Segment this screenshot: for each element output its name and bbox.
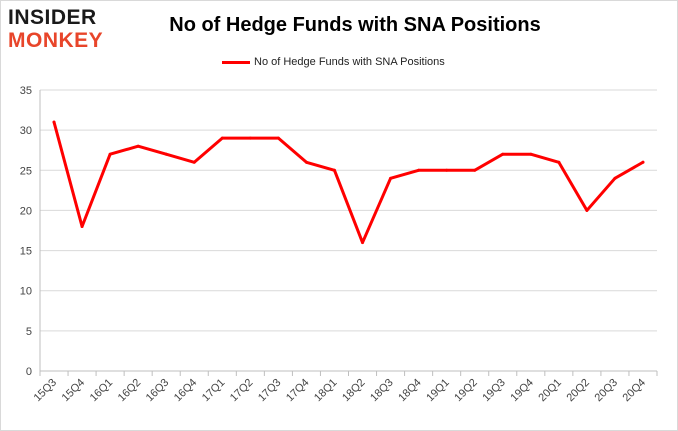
data-point (332, 168, 336, 172)
x-tick-label: 18Q4 (396, 377, 424, 405)
data-point (248, 136, 252, 140)
legend-swatch (222, 60, 250, 64)
x-tick-label: 17Q4 (284, 377, 312, 405)
y-tick-label: 35 (20, 85, 32, 97)
data-point (276, 136, 280, 140)
y-tick-label: 10 (20, 286, 32, 298)
data-point (473, 168, 477, 172)
axes (39, 90, 658, 376)
data-point (501, 152, 505, 156)
x-tick-label: 16Q2 (116, 377, 144, 405)
logo-text-line2: MONKEY (8, 29, 104, 52)
x-tick-label: 17Q2 (228, 377, 256, 405)
data-point (164, 152, 168, 156)
x-tick-label: 20Q1 (536, 377, 564, 405)
x-tick-label: 16Q1 (88, 377, 116, 405)
x-tick-label: 19Q3 (480, 377, 508, 405)
x-tick-label: 18Q3 (368, 377, 396, 405)
x-tick-label: 18Q1 (312, 377, 340, 405)
chart-legend: No of Hedge Funds with SNA Positions (222, 54, 445, 70)
x-tick-label: 19Q2 (452, 377, 480, 405)
x-tick-label: 18Q2 (340, 377, 368, 405)
gridlines (40, 89, 657, 332)
x-tick-label: 20Q2 (564, 377, 592, 405)
x-tick-label: 20Q4 (621, 377, 649, 405)
y-tick-label: 15 (20, 246, 32, 258)
data-point (361, 241, 365, 245)
data-point (417, 168, 421, 172)
y-tick-label: 0 (26, 366, 32, 378)
x-tick-label: 17Q1 (200, 377, 228, 405)
series-line (52, 120, 645, 245)
data-point (192, 160, 196, 164)
x-tick-label: 19Q4 (508, 377, 536, 405)
x-tick-label: 16Q4 (172, 377, 200, 405)
data-point (641, 160, 645, 164)
data-point (52, 120, 56, 124)
legend-label: No of Hedge Funds with SNA Positions (254, 56, 445, 68)
data-point (613, 176, 617, 180)
insider-monkey-logo: INSIDER MONKEY (8, 4, 128, 54)
x-tick-labels: 15Q3 15Q4 16Q1 16Q2 16Q3 16Q4 17Q1 17Q2 17Q3 17Q4… (32, 377, 648, 405)
data-point (80, 224, 84, 228)
x-tick-label: 15Q4 (60, 377, 88, 405)
y-tick-labels: 0 5 10 15 20 25 30 35 (20, 85, 32, 378)
data-point (445, 168, 449, 172)
data-point (220, 136, 224, 140)
data-point (304, 160, 308, 164)
y-tick-label: 30 (20, 125, 32, 137)
y-tick-label: 20 (20, 205, 32, 217)
x-tick-label: 16Q3 (144, 377, 172, 405)
x-tick-label: 19Q1 (424, 377, 452, 405)
data-point (557, 160, 561, 164)
x-tick-label: 20Q3 (593, 377, 621, 405)
data-point (136, 144, 140, 148)
data-point (585, 208, 589, 212)
y-tick-label: 25 (20, 165, 32, 177)
x-tick-label: 17Q3 (256, 377, 284, 405)
logo-text-line1: INSIDER (8, 6, 97, 29)
data-point (108, 152, 112, 156)
y-tick-label: 5 (26, 326, 32, 338)
data-point (389, 176, 393, 180)
chart-title: No of Hedge Funds with SNA Positions (169, 14, 541, 36)
series-lines (52, 120, 645, 245)
data-point (529, 152, 533, 156)
x-tick-label: 15Q3 (32, 377, 60, 405)
